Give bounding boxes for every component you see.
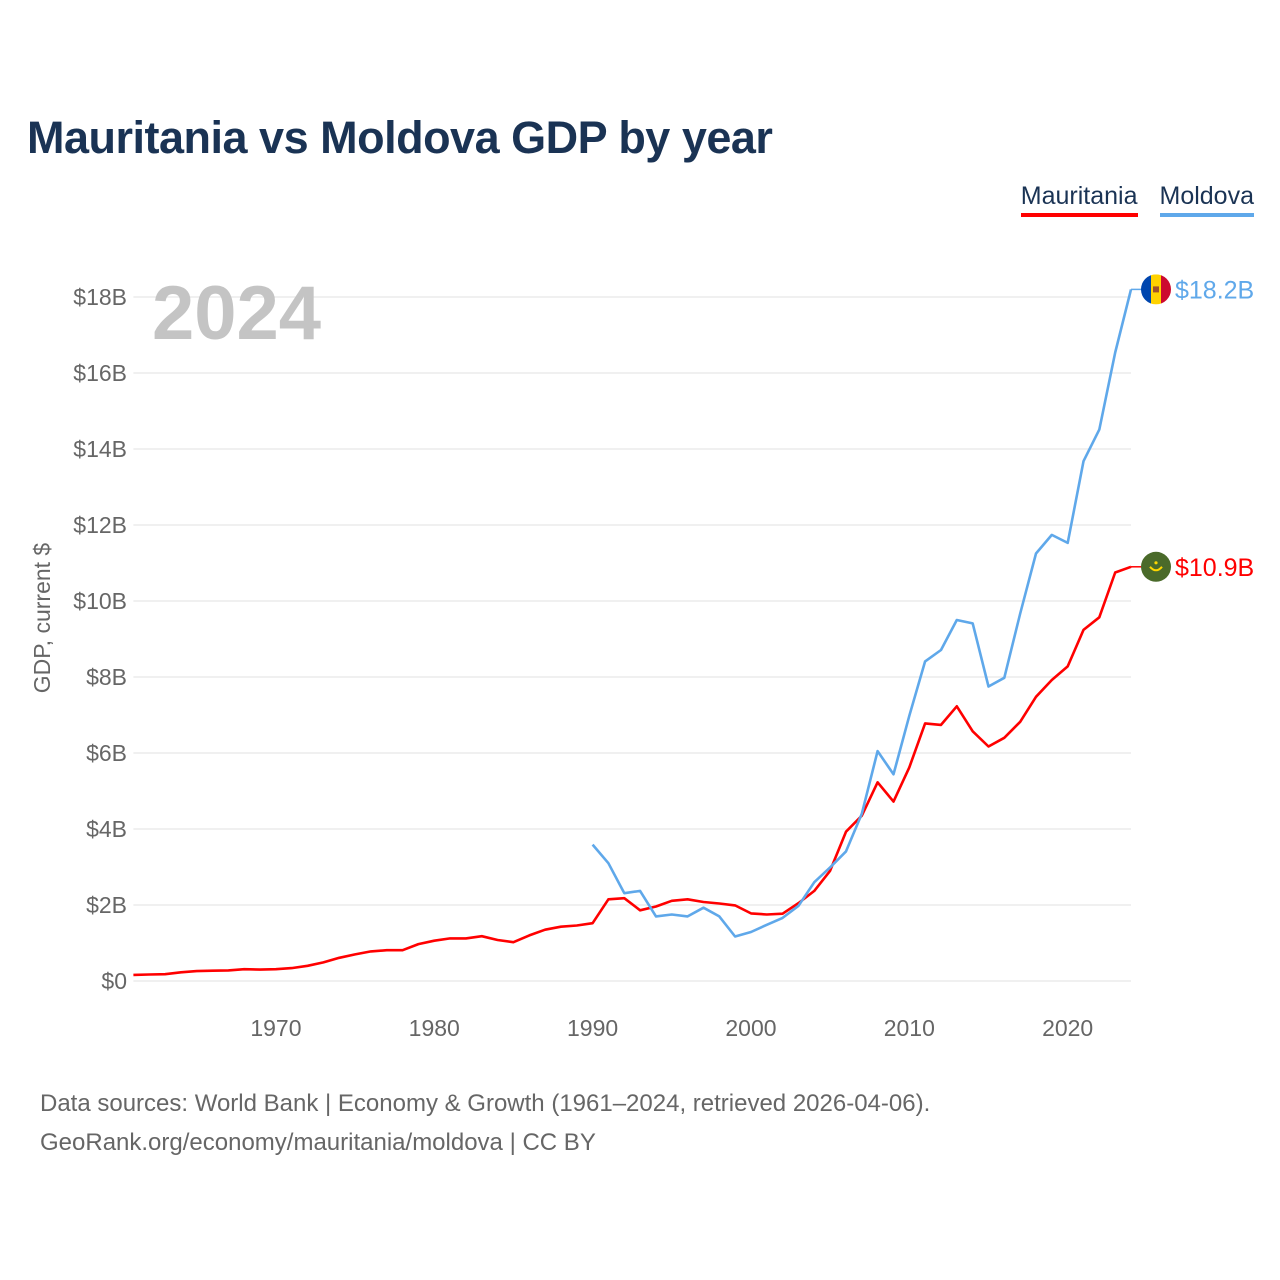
chart-title: Mauritania vs Moldova GDP by year bbox=[27, 112, 773, 163]
y-tick-label: $8B bbox=[86, 664, 127, 690]
legend: Mauritania Moldova bbox=[1020, 182, 1254, 217]
y-tick-label: $2B bbox=[86, 892, 127, 918]
x-tick-label: 2000 bbox=[725, 1015, 776, 1041]
year-watermark: 2024 bbox=[152, 271, 321, 356]
mauritania-flag-icon bbox=[1141, 551, 1171, 582]
x-tick-label: 2010 bbox=[884, 1015, 935, 1041]
end-value-label: $18.2B bbox=[1175, 276, 1254, 304]
y-tick-label: $12B bbox=[73, 512, 127, 538]
source-line: Data sources: World Bank | Economy & Gro… bbox=[40, 1090, 931, 1117]
end-value-label: $10.9B bbox=[1175, 554, 1254, 582]
moldova-flag-icon bbox=[1141, 274, 1171, 305]
x-tick-label: 1990 bbox=[567, 1015, 618, 1041]
y-tick-label: $10B bbox=[73, 588, 127, 614]
y-tick-label: $16B bbox=[73, 360, 127, 386]
source-note: Data sources: World Bank | Economy & Gro… bbox=[40, 1084, 930, 1162]
legend-item-mauritania[interactable]: Mauritania bbox=[1020, 182, 1138, 217]
source-link[interactable]: GeoRank.org/economy/mauritania/moldova |… bbox=[40, 1129, 596, 1156]
x-tick-label: 1980 bbox=[409, 1015, 460, 1041]
y-tick-label: $14B bbox=[73, 436, 127, 462]
y-tick-label: $4B bbox=[86, 816, 127, 842]
y-tick-label: $18B bbox=[73, 284, 127, 310]
legend-item-moldova[interactable]: Moldova bbox=[1159, 182, 1254, 217]
x-tick-label: 1970 bbox=[250, 1015, 301, 1041]
series-line-moldova bbox=[591, 289, 1133, 938]
y-tick-label: $0 bbox=[101, 968, 127, 994]
y-axis-label: GDP, current $ bbox=[29, 543, 55, 694]
series-line-mauritania bbox=[133, 565, 1132, 977]
y-tick-label: $6B bbox=[86, 740, 127, 766]
x-tick-label: 2020 bbox=[1042, 1015, 1093, 1041]
